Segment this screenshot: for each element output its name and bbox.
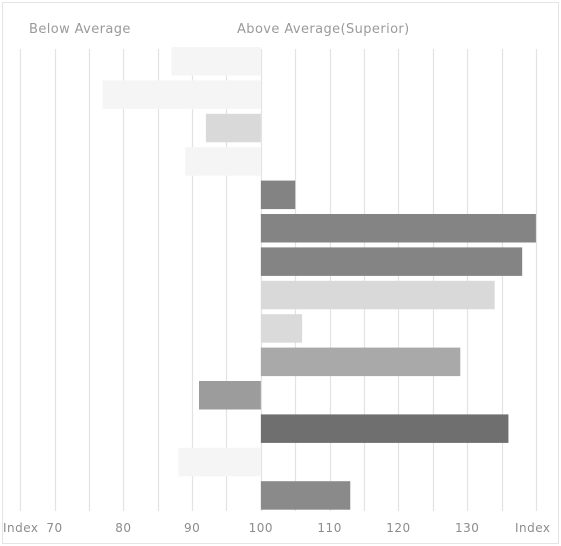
x-tick-label-130: 130	[455, 521, 479, 535]
bar-9	[260, 314, 303, 343]
bar-11	[198, 381, 261, 410]
bar-13	[178, 447, 261, 477]
bar-14	[260, 481, 351, 510]
x-axis-label-right: Index	[515, 521, 551, 535]
bar-1	[171, 47, 261, 76]
x-tick-label-80: 80	[115, 521, 131, 535]
bar-7	[260, 247, 523, 276]
bar-10	[260, 347, 461, 377]
bar-8	[260, 280, 495, 310]
bars	[102, 47, 536, 510]
bar-4	[185, 147, 261, 176]
x-tick-label-90: 90	[184, 521, 200, 535]
chart-svg: Below Average Above Average(Superior) 70…	[3, 22, 551, 535]
bar-5	[260, 180, 296, 210]
x-tick-label-70: 70	[46, 521, 62, 535]
header-above-average: Above Average(Superior)	[237, 22, 410, 37]
bar-12	[260, 414, 509, 443]
bar-3	[205, 113, 261, 143]
header-below-average: Below Average	[29, 22, 131, 37]
bar-6	[260, 214, 536, 243]
x-tick-label-110: 110	[317, 521, 341, 535]
x-tick-label-120: 120	[386, 521, 410, 535]
bar-2	[102, 80, 261, 109]
x-tick-label-100: 100	[249, 521, 273, 535]
x-tick-labels: 70 80 90 100 110 120 130	[46, 521, 479, 535]
x-axis-label-left: Index	[3, 521, 39, 535]
